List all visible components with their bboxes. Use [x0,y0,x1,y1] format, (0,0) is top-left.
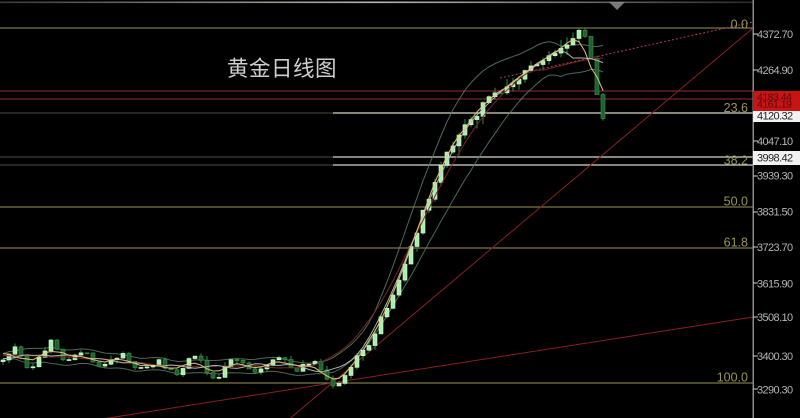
svg-text:38.2: 38.2 [724,154,748,168]
svg-text:0.0: 0.0 [731,18,748,32]
svg-text:23.6: 23.6 [724,101,748,115]
svg-text:100.0: 100.0 [717,371,748,385]
svg-text:黄金日线图: 黄金日线图 [227,57,337,81]
svg-text:61.8: 61.8 [724,236,748,250]
svg-text:50.0: 50.0 [724,195,748,209]
